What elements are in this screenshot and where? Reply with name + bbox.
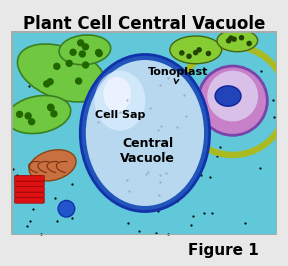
Circle shape [228,35,234,41]
Circle shape [196,47,202,53]
Circle shape [186,53,192,59]
Circle shape [95,49,102,56]
Circle shape [53,63,60,70]
Text: Central
Vacuole: Central Vacuole [120,138,175,165]
Ellipse shape [198,66,267,135]
Text: Plant Cell Central Vacuole: Plant Cell Central Vacuole [23,15,265,33]
Circle shape [65,60,73,67]
Circle shape [58,201,75,217]
Circle shape [82,43,89,51]
Circle shape [28,118,35,126]
Circle shape [69,49,77,56]
Circle shape [16,111,23,118]
Circle shape [82,61,89,69]
Ellipse shape [7,95,71,134]
Circle shape [79,50,86,58]
Circle shape [246,41,252,46]
Ellipse shape [59,35,111,65]
Circle shape [43,80,50,88]
Circle shape [77,39,84,47]
FancyBboxPatch shape [15,181,44,186]
Circle shape [231,36,237,42]
FancyBboxPatch shape [15,198,44,203]
Circle shape [75,77,82,85]
Ellipse shape [86,60,204,206]
Circle shape [50,110,58,118]
Ellipse shape [94,71,145,131]
Polygon shape [11,31,277,235]
Ellipse shape [207,71,258,122]
Circle shape [46,78,54,85]
Ellipse shape [103,77,131,112]
Text: Cell Sap: Cell Sap [95,110,145,119]
Ellipse shape [170,36,221,64]
Circle shape [239,35,244,40]
Text: Tonoplast: Tonoplast [148,67,208,84]
Ellipse shape [217,30,258,52]
Ellipse shape [29,150,76,181]
FancyBboxPatch shape [15,186,44,192]
Ellipse shape [18,44,106,102]
Circle shape [226,38,232,44]
Circle shape [47,104,55,111]
Circle shape [179,50,185,56]
Circle shape [206,51,211,56]
FancyBboxPatch shape [15,176,44,181]
Ellipse shape [215,86,241,106]
Circle shape [24,112,32,119]
Circle shape [193,50,198,55]
Text: Figure 1: Figure 1 [188,243,259,258]
Circle shape [47,103,54,111]
Circle shape [96,50,103,57]
FancyBboxPatch shape [15,192,44,198]
Ellipse shape [80,55,210,211]
